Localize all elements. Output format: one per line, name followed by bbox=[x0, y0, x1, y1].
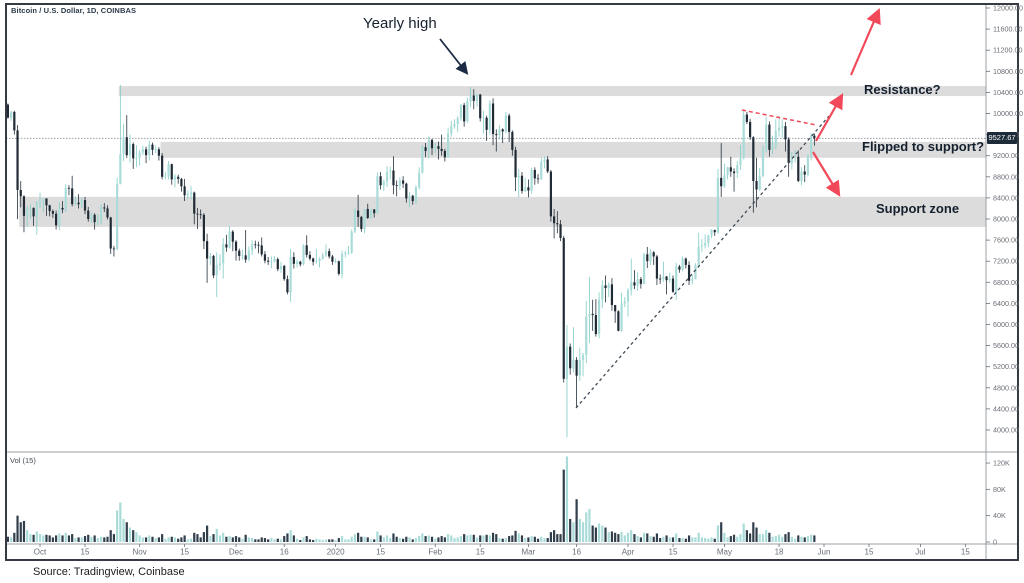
annotation-support-zone: Support zone bbox=[876, 201, 960, 216]
svg-text:7200.00: 7200.00 bbox=[993, 257, 1019, 266]
annotation-flipped-to-support: Flipped to support? bbox=[862, 139, 985, 154]
svg-text:Nov: Nov bbox=[133, 548, 147, 557]
svg-text:Feb: Feb bbox=[428, 548, 442, 557]
zone-resistance bbox=[118, 86, 986, 97]
time-axis-labels: Oct 15 Nov 15 Dec 16 2020 15 Feb 15 Mar 16 Apr 15 May 1… bbox=[34, 544, 970, 557]
svg-text:9200.00: 9200.00 bbox=[993, 151, 1019, 160]
svg-text:Apr: Apr bbox=[622, 548, 635, 557]
arrow-breakout-projection bbox=[849, 7, 881, 76]
svg-text:Mar: Mar bbox=[522, 548, 536, 557]
volume-bars bbox=[6, 456, 816, 542]
svg-text:May: May bbox=[717, 548, 732, 557]
svg-text:15: 15 bbox=[961, 548, 970, 557]
arrow-bounce-up-projection bbox=[815, 93, 844, 142]
svg-text:15: 15 bbox=[81, 548, 90, 557]
svg-text:8800.00: 8800.00 bbox=[993, 172, 1019, 181]
svg-text:Jun: Jun bbox=[818, 548, 831, 557]
svg-text:Jul: Jul bbox=[915, 548, 925, 557]
svg-text:10400.00: 10400.00 bbox=[993, 88, 1023, 97]
svg-text:12000.00: 12000.00 bbox=[993, 4, 1023, 13]
svg-text:Oct: Oct bbox=[34, 548, 47, 557]
last-price-tag: 9527.67 bbox=[987, 132, 1017, 144]
arrow-breakdown-projection bbox=[812, 151, 841, 197]
svg-text:15: 15 bbox=[669, 548, 678, 557]
price-axis-labels: 12000.00 11600.00 11200.00 10800.00 10400.00… bbox=[986, 4, 1023, 435]
arrow-yearly-high-pointer bbox=[439, 38, 469, 75]
svg-text:120K: 120K bbox=[993, 459, 1010, 468]
volume-axis-labels: 120K 80K 40K 0 bbox=[986, 459, 1010, 547]
svg-text:10800.00: 10800.00 bbox=[993, 67, 1023, 76]
zone-flipped-to-support bbox=[160, 141, 987, 158]
svg-text:40K: 40K bbox=[993, 511, 1006, 520]
svg-text:16: 16 bbox=[572, 548, 581, 557]
svg-text:10000.00: 10000.00 bbox=[993, 109, 1023, 118]
pennant-upper-line bbox=[741, 109, 817, 126]
svg-text:11600.00: 11600.00 bbox=[993, 25, 1022, 34]
annotation-resistance: Resistance? bbox=[864, 82, 941, 97]
svg-text:Dec: Dec bbox=[229, 548, 243, 557]
annotation-yearly-high: Yearly high bbox=[363, 15, 437, 32]
svg-text:8400.00: 8400.00 bbox=[993, 193, 1019, 202]
svg-text:6000.00: 6000.00 bbox=[993, 320, 1019, 329]
svg-text:5600.00: 5600.00 bbox=[993, 341, 1019, 350]
svg-text:8000.00: 8000.00 bbox=[993, 215, 1019, 224]
svg-text:6400.00: 6400.00 bbox=[993, 299, 1019, 308]
svg-text:4000.00: 4000.00 bbox=[993, 426, 1019, 435]
svg-text:5200.00: 5200.00 bbox=[993, 362, 1019, 371]
candles bbox=[6, 85, 816, 438]
svg-text:15: 15 bbox=[865, 548, 874, 557]
svg-text:6800.00: 6800.00 bbox=[993, 278, 1019, 287]
svg-text:18: 18 bbox=[775, 548, 784, 557]
svg-text:7600.00: 7600.00 bbox=[993, 236, 1019, 245]
source-note: Source: Tradingview, Coinbase bbox=[33, 566, 185, 578]
svg-text:4800.00: 4800.00 bbox=[993, 383, 1019, 392]
svg-text:11200.00: 11200.00 bbox=[993, 46, 1022, 55]
svg-text:15: 15 bbox=[180, 548, 189, 557]
chart-frame bbox=[5, 3, 1019, 561]
svg-text:2020: 2020 bbox=[327, 548, 345, 557]
svg-text:16: 16 bbox=[280, 548, 289, 557]
volume-indicator-label: Vol (15) bbox=[10, 456, 36, 465]
svg-text:4400.00: 4400.00 bbox=[993, 404, 1019, 413]
svg-text:15: 15 bbox=[376, 548, 385, 557]
svg-text:0: 0 bbox=[993, 538, 997, 547]
zone-support-zone bbox=[19, 196, 987, 227]
svg-text:15: 15 bbox=[476, 548, 485, 557]
ascending-trendline bbox=[575, 115, 830, 409]
symbol-title: Bitcoin / U.S. Dollar, 1D, COINBAS bbox=[11, 6, 137, 15]
svg-text:80K: 80K bbox=[993, 485, 1006, 494]
